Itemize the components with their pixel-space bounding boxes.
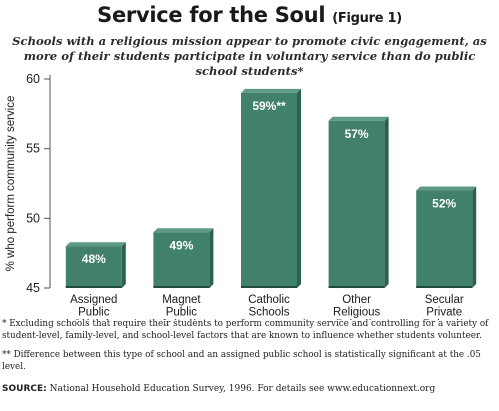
data-label: 57% xyxy=(345,127,369,141)
category-label-line: Magnet xyxy=(162,294,201,306)
category-label: MagnetPublicSchools xyxy=(161,294,202,320)
category-label-line: Religious xyxy=(333,307,381,319)
category-label-line: Schools xyxy=(73,319,114,320)
bar-base xyxy=(328,286,385,288)
bar-side xyxy=(297,88,301,288)
category-label-line: Other xyxy=(342,294,371,306)
chart-subtitle: Schools with a religious mission appear … xyxy=(12,34,487,78)
chart-title-text: Service for the Soul xyxy=(97,3,326,27)
category-label-line: Schools xyxy=(424,319,465,320)
category-label-line: Assigned xyxy=(70,294,117,306)
bar-base xyxy=(241,286,297,288)
category-label-line: Private xyxy=(426,307,462,319)
data-label: 59%** xyxy=(252,99,286,113)
category-label: AssignedPublicSchools xyxy=(70,294,117,320)
source-label: SOURCE: xyxy=(2,384,47,394)
chart-axes: 45 50 55 60 % who perform community service xyxy=(5,72,51,295)
y-tick-label-55: 55 xyxy=(26,142,40,156)
bar xyxy=(153,232,210,288)
bar-base xyxy=(153,286,210,288)
bar-group xyxy=(416,186,477,288)
source-text: National Household Education Survey, 199… xyxy=(46,384,436,394)
bar-side xyxy=(384,116,389,288)
bar-group xyxy=(153,228,214,288)
category-label: SecularPrivateSchools xyxy=(424,294,465,320)
y-tick-label-45: 45 xyxy=(26,281,40,295)
chart-labels: 48%AssignedPublicSchools49%MagnetPublicS… xyxy=(70,99,465,320)
bar-group xyxy=(65,242,126,288)
bar-group xyxy=(241,88,301,288)
y-axis-label: % who perform community service xyxy=(5,96,17,272)
category-label: Catholic Schools xyxy=(248,294,290,319)
y-tick-label-50: 50 xyxy=(26,211,40,225)
bar xyxy=(328,120,385,288)
category-label-line: Catholic xyxy=(248,294,290,306)
bar xyxy=(416,190,473,288)
bar-base xyxy=(65,286,122,288)
bar-side xyxy=(121,242,126,288)
data-label: 48% xyxy=(82,252,106,266)
bar-group xyxy=(328,116,389,288)
y-tick-label-60: 60 xyxy=(26,72,40,86)
bar-top xyxy=(153,228,214,233)
category-label-line: Public xyxy=(166,307,198,319)
bar-top xyxy=(65,242,126,247)
category-label-line: Schools xyxy=(249,307,290,319)
source-line: SOURCE: National Household Education Sur… xyxy=(2,384,497,394)
chart-title: Service for the Soul (Figure 1) xyxy=(0,3,499,27)
category-label-line: Schools xyxy=(161,319,202,320)
footnote-1: * Excluding schools that require their s… xyxy=(2,319,489,341)
bar xyxy=(65,246,122,288)
data-label: 49% xyxy=(169,238,193,252)
bar xyxy=(241,92,297,288)
data-label: 52% xyxy=(432,196,456,210)
bar-base xyxy=(416,286,473,288)
bar-side xyxy=(209,228,214,288)
bar-side xyxy=(472,186,477,288)
figure-label: (Figure 1) xyxy=(332,11,402,26)
category-label: OtherReligiousSchools xyxy=(333,294,381,320)
bar-top xyxy=(416,186,477,191)
category-label-line: Schools xyxy=(336,319,377,320)
category-label-line: Public xyxy=(78,307,110,319)
bar-top xyxy=(328,116,389,121)
bar-top xyxy=(241,88,301,93)
footnote-2: ** Difference between this type of schoo… xyxy=(2,350,481,372)
chart-bars xyxy=(65,88,477,288)
category-label-line: Secular xyxy=(425,294,464,306)
